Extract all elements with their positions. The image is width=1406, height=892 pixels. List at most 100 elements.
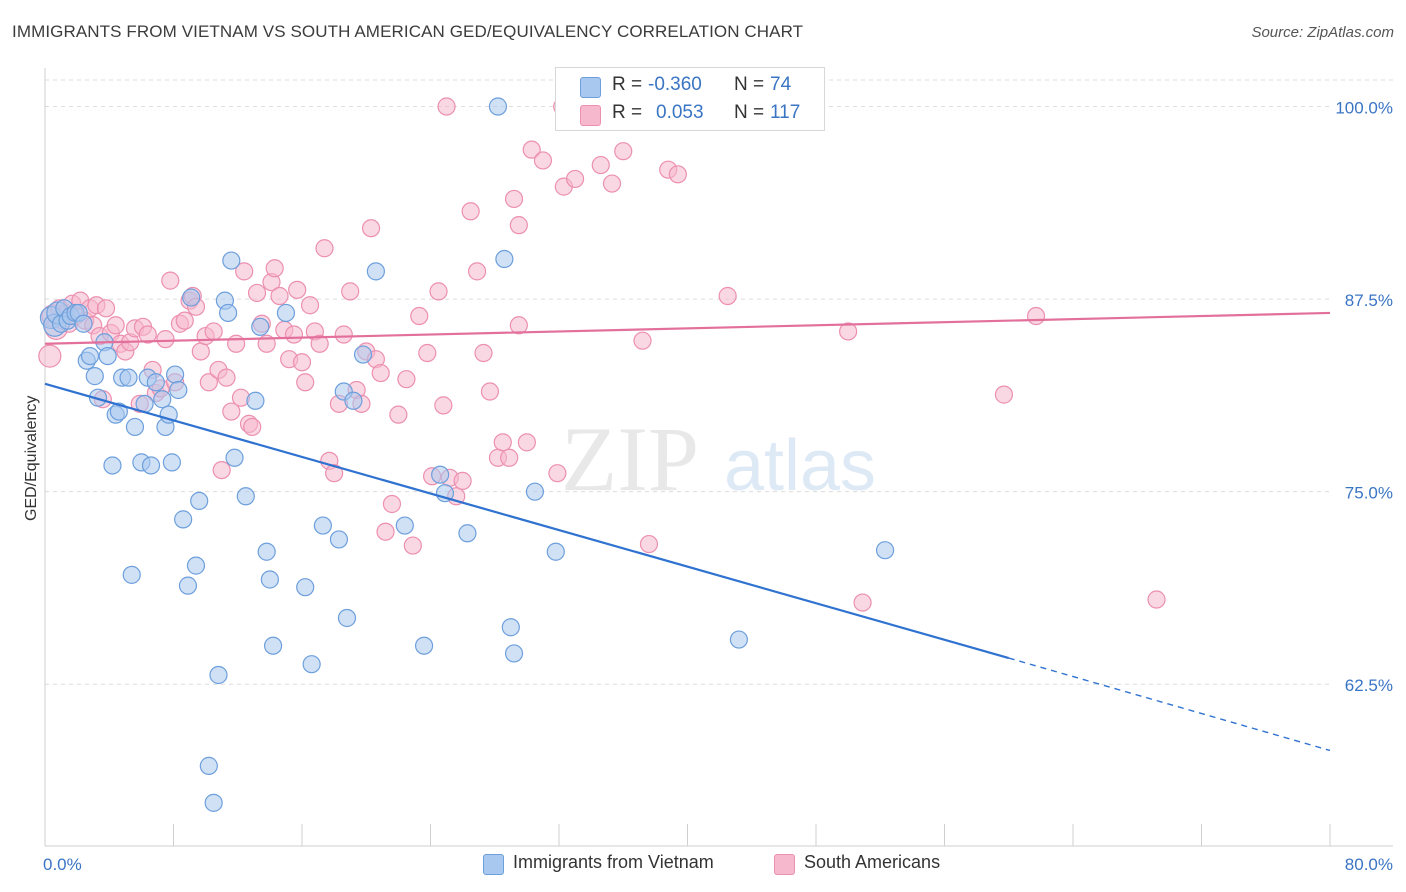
r-value: -0.360 (648, 74, 702, 95)
vietnam-point (414, 636, 434, 655)
south-americans-point (96, 299, 116, 318)
vietnam-point (501, 618, 520, 637)
south-americans-point (668, 165, 687, 184)
vietnam-point (504, 644, 524, 663)
south-americans-point (300, 296, 320, 315)
south-americans-point (509, 216, 528, 235)
south-americans-point (175, 311, 194, 330)
vietnam-point (199, 756, 218, 775)
vietnam-point (178, 576, 198, 595)
south-americans-point (265, 259, 284, 278)
south-americans-point (437, 97, 456, 116)
south-americans-point (222, 402, 241, 421)
south-americans-point (633, 331, 652, 350)
south-americans-point (565, 169, 585, 189)
vietnam-point (146, 373, 165, 392)
gridlines (45, 79, 1393, 685)
south-americans-point (591, 155, 610, 175)
south-americans-point (429, 282, 448, 301)
vietnam-point (109, 402, 128, 421)
vietnam-point (166, 365, 185, 384)
south-americans-points (38, 97, 1166, 612)
south-americans-point (389, 405, 408, 424)
vietnam-point (875, 541, 895, 560)
x-tick-label: 80.0% (1345, 855, 1393, 874)
south-americans-point (247, 283, 267, 303)
vietnam-point (251, 317, 270, 336)
vietnam-point (246, 391, 265, 410)
legend-label: Immigrants from Vietnam (513, 852, 714, 872)
south-americans-point (461, 202, 480, 221)
south-americans-point (467, 262, 487, 281)
y-tick-label: 100.0% (1335, 99, 1393, 118)
vietnam-point (186, 556, 206, 575)
vietnam-point (219, 303, 238, 323)
vietnam-point (153, 390, 172, 409)
south-americans-point (522, 140, 541, 159)
watermark-atlas: atlas (724, 426, 876, 506)
vietnam-point (74, 314, 93, 333)
vietnam-point (729, 630, 749, 649)
vietnam-point (260, 570, 279, 589)
n-label: N = (734, 102, 765, 123)
south-americans-trend-line (44, 311, 1331, 345)
south-americans-point (227, 334, 246, 353)
axes (44, 68, 1393, 847)
south-americans-point (718, 286, 737, 306)
blue-swatch-icon (580, 77, 601, 98)
y-tick-label: 75.0% (1345, 484, 1393, 503)
vietnam-point (296, 578, 315, 597)
south-americans-point (403, 536, 422, 555)
south-americans-point (418, 343, 437, 363)
vietnam-point (344, 391, 363, 410)
south-americans-point (235, 262, 254, 281)
vietnam-point (225, 448, 244, 467)
south-americans-point (480, 382, 500, 401)
south-americans-point (371, 363, 390, 383)
south-americans-point (1026, 306, 1046, 326)
vietnam-point (263, 636, 283, 655)
vietnam-point (395, 516, 414, 535)
vietnam-point (169, 380, 188, 400)
south-americans-point (325, 464, 344, 483)
south-americans-point (853, 593, 872, 612)
south-americans-point (106, 316, 125, 335)
vietnam-point (431, 465, 450, 484)
south-americans-point (639, 534, 659, 554)
watermark-zip: ZIP (561, 408, 699, 510)
south-americans-point (191, 342, 210, 361)
y-tick-label: 87.5% (1345, 291, 1393, 310)
south-americans-point (548, 464, 567, 483)
y-tick-label: 62.5% (1345, 676, 1393, 695)
correlation-legend: R = -0.360 N = 74 R = 0.053 N = 117 (555, 67, 825, 131)
trend-lines (44, 311, 1331, 752)
south-americans-point (614, 142, 633, 161)
south-americans-point (199, 373, 218, 392)
south-americans-point (204, 322, 223, 341)
watermark: ZIP atlas (561, 408, 876, 510)
south-americans-point (296, 373, 315, 392)
south-americans-point (500, 448, 519, 467)
south-americans-point (361, 219, 381, 238)
south-americans-point (382, 494, 402, 514)
south-americans-point (288, 280, 307, 299)
vietnam-point (88, 388, 108, 407)
south-americans-point (270, 286, 289, 306)
south-americans-point (156, 330, 175, 349)
vietnam-point (204, 793, 223, 812)
vietnam-point (353, 345, 373, 364)
r-label: R = (612, 74, 643, 95)
vietnam-point (222, 251, 241, 270)
vietnam-point (98, 346, 117, 366)
legend-row-south-americans: R = 0.053 N = 117 (556, 102, 824, 130)
vietnam-point (313, 516, 332, 535)
south-americans-point (334, 325, 353, 344)
vietnam-point (209, 665, 228, 685)
south-americans-point (453, 471, 472, 490)
vietnam-points (39, 97, 895, 812)
vietnam-point (103, 456, 122, 475)
south-americans-point (376, 522, 395, 541)
vietnam-point (85, 367, 104, 386)
south-americans-point (284, 325, 304, 344)
